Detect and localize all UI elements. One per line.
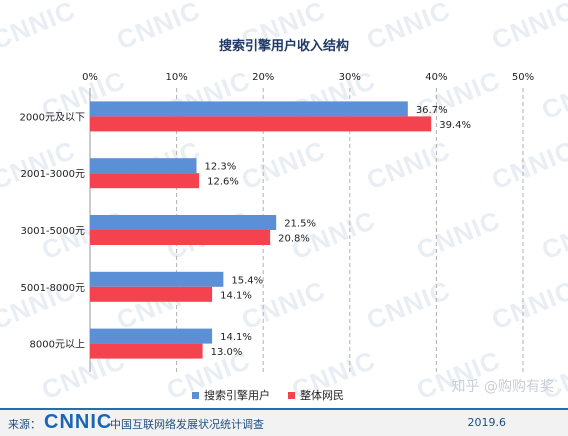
chart-title: 搜索引擎用户收入结构 (219, 38, 349, 54)
cnnic-logo: CNNIC (44, 411, 113, 433)
legend-swatch (192, 392, 199, 399)
x-tick-label: 10% (165, 72, 187, 83)
footer-bar: 来源： CNNIC 中国互联网络发展状况统计调查 2019.6 (0, 408, 568, 436)
bar-all-netizens (90, 230, 271, 245)
category-label: 2001-3000元 (20, 169, 85, 180)
zhihu-watermark: 知乎 @购购有奖 (451, 379, 554, 395)
data-label: 13.0% (211, 347, 243, 358)
bar-all-netizens (90, 173, 200, 189)
data-label: 12.3% (205, 162, 237, 173)
bar-search-users (90, 328, 213, 344)
data-label: 14.1% (220, 332, 252, 343)
bar-search-users (90, 215, 277, 230)
report-date: 2019.6 (467, 416, 507, 429)
data-label: 36.7% (416, 105, 448, 116)
bar-search-users (90, 101, 408, 117)
data-label: 39.4% (439, 120, 471, 131)
data-label: 12.6% (207, 177, 239, 188)
bar-all-netizens (90, 286, 213, 302)
bar-search-users (90, 158, 197, 174)
x-tick-label: 40% (425, 72, 447, 83)
category-label: 3001-5000元 (20, 226, 85, 237)
bar-chart: 搜索引擎用户收入结构 0% 10% 20% 30% 40% 50% 2000元及以下 36.7%… (20, 38, 535, 402)
legend-label: 搜索引擎用户 (204, 388, 270, 402)
category-label: 2000元及以下 (20, 111, 85, 123)
data-label: 20.8% (278, 234, 310, 245)
source-label: 来源： (8, 418, 41, 431)
data-label: 14.1% (220, 290, 252, 301)
x-tick-label: 0% (82, 72, 98, 83)
bar-search-users (90, 271, 224, 287)
x-tick-label: 30% (339, 72, 361, 83)
x-tick-label: 20% (252, 72, 274, 83)
bar-all-netizens (90, 343, 203, 359)
bar-all-netizens (90, 116, 432, 132)
data-label: 15.4% (231, 275, 263, 286)
legend-label: 整体网民 (300, 388, 344, 402)
source-organization: 中国互联网络发展状况统计调查 (110, 418, 264, 431)
category-label: 5001-8000元 (20, 283, 85, 294)
legend-swatch (288, 392, 295, 399)
x-tick-label: 50% (512, 72, 534, 83)
category-label: 8000元以上 (30, 339, 85, 351)
data-label: 21.5% (284, 219, 316, 230)
